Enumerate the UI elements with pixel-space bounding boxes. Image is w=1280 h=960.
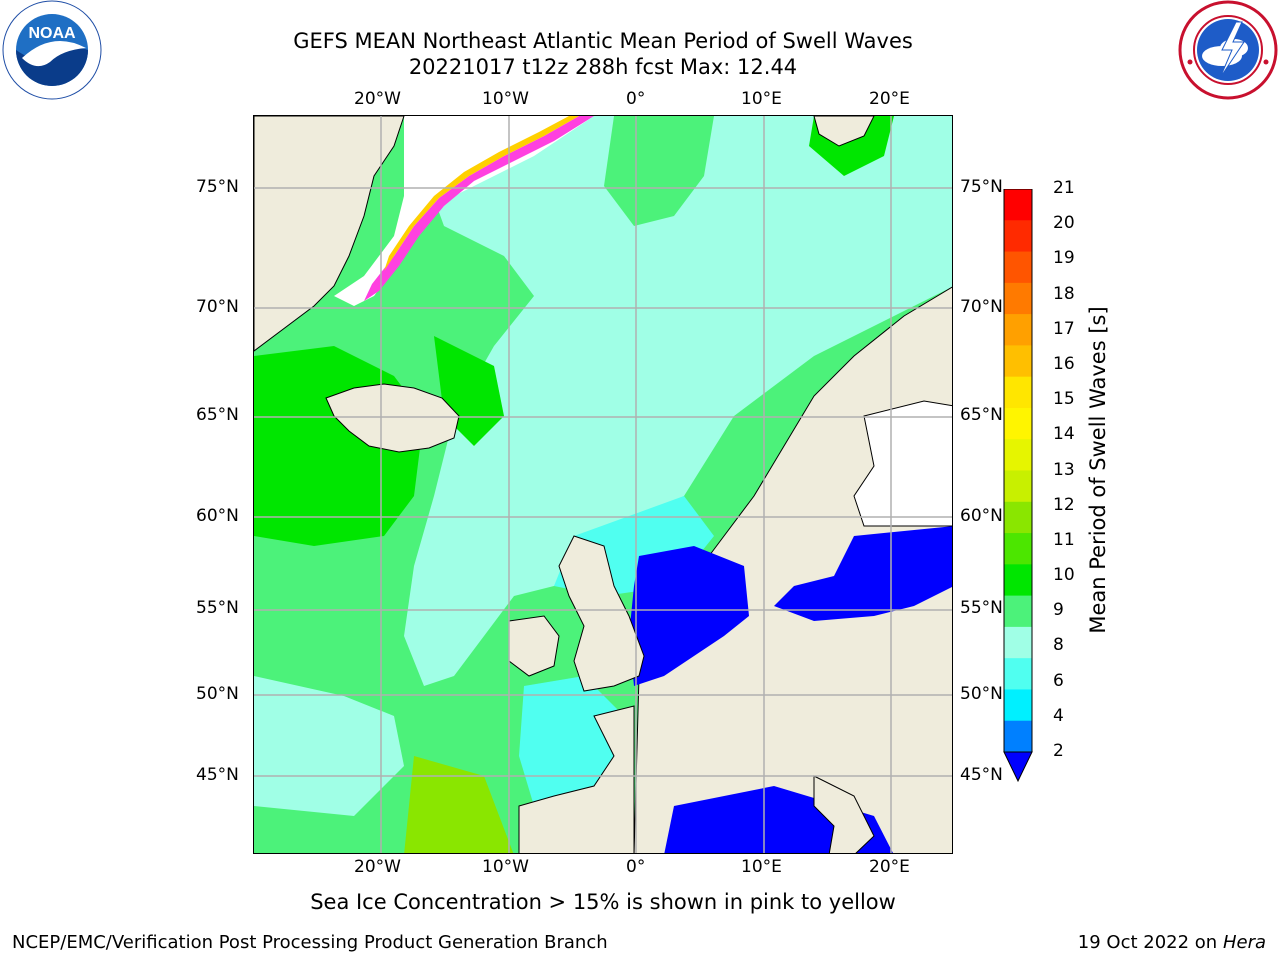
colorbar-tick-label: 4: [1053, 705, 1064, 726]
colorbar-swatch: [1004, 658, 1032, 690]
colorbar-frame: [1003, 188, 1033, 753]
colorbar-tick-label: 19: [1053, 248, 1075, 269]
lon-label-top-20e: 20°E: [869, 89, 910, 109]
colorbar-tick-label: 14: [1053, 424, 1075, 445]
colorbar-swatch: [1004, 470, 1032, 503]
colorbar-tick-label: 13: [1053, 459, 1075, 480]
colorbar-swatch: [1004, 282, 1032, 315]
gulf-of-bothnia-missing: [853, 400, 952, 527]
generation-date-credit: 19 Oct 2022 on Hera: [1078, 932, 1266, 953]
lat-label-right-50n: 50°N: [960, 684, 1003, 704]
greenland-land: [254, 116, 405, 352]
colorbar-under-triangle: [1003, 751, 1033, 783]
map-subtitle: 20221017 t12z 288h fcst Max: 12.44: [408, 55, 798, 79]
map-title: GEFS MEAN Northeast Atlantic Mean Period…: [293, 29, 913, 53]
lat-label-left-60n: 60°N: [196, 506, 239, 526]
swell-period-map: [253, 115, 953, 854]
nws-logo: [1178, 0, 1278, 100]
colorbar-tick-label: 9: [1053, 600, 1064, 621]
colorbar-swatch: [1004, 314, 1032, 346]
lon-label-top-0: 0°: [626, 89, 646, 109]
colorbar-swatch: [1004, 251, 1032, 284]
colorbar-tick-label: 2: [1053, 741, 1064, 761]
colorbar-tick-label: 15: [1053, 389, 1075, 410]
lat-label-right-60n: 60°N: [960, 506, 1003, 526]
colorbar-tick-label: 8: [1053, 635, 1064, 656]
lon-label-top-10e: 10°E: [741, 89, 782, 109]
ocean-field-8-9s: [404, 116, 952, 686]
lat-label-left-55n: 55°N: [196, 598, 239, 618]
noaa-logo-text: NOAA: [28, 25, 76, 42]
colorbar-tick-label: 12: [1053, 494, 1075, 515]
colorbar-tick-label: 11: [1053, 529, 1075, 550]
colorbar-tick-label: 20: [1053, 213, 1075, 234]
colorbar-swatch: [1004, 720, 1032, 753]
lon-label-bottom-10w: 10°W: [482, 857, 529, 877]
colorbar-swatch: [1004, 626, 1032, 659]
lat-label-right-70n: 70°N: [960, 297, 1003, 317]
ocean-field-11-12s-south: [404, 756, 514, 853]
colorbar-swatch: [1004, 345, 1032, 378]
ocean-field-biscay: [519, 676, 624, 806]
iceland-land: [325, 383, 460, 453]
ocean-field-8-9s-southwest: [254, 676, 404, 816]
lat-label-left-65n: 65°N: [196, 405, 239, 425]
generation-date: 19 Oct 2022 on: [1077, 932, 1223, 953]
lat-label-left-70n: 70°N: [196, 297, 239, 317]
svalbard-land: [813, 116, 875, 147]
sea-ice-footnote: Sea Ice Concentration > 15% is shown in …: [310, 890, 896, 914]
lat-label-right-65n: 65°N: [960, 405, 1003, 425]
lat-label-right-75n: 75°N: [960, 177, 1003, 197]
lat-label-left-75n: 75°N: [196, 177, 239, 197]
baltic-sea: [774, 526, 952, 621]
lon-label-top-20w: 20°W: [354, 89, 401, 109]
colorbar-swatch: [1004, 595, 1032, 628]
colorbar-swatch: [1004, 407, 1032, 440]
lon-label-bottom-10e: 10°E: [741, 857, 782, 877]
italy-land: [813, 775, 875, 853]
colorbar-tick-label: 21: [1053, 178, 1075, 198]
colorbar-swatch: [1004, 501, 1032, 534]
colorbar: [1003, 188, 1035, 787]
colorbar-swatch: [1004, 533, 1032, 565]
colorbar-swatch: [1004, 439, 1032, 471]
lat-label-right-55n: 55°N: [960, 598, 1003, 618]
colorbar-tick-label: 6: [1053, 670, 1064, 691]
colorbar-tick-label: 16: [1053, 353, 1075, 374]
colorbar-tick-label: 18: [1053, 283, 1075, 304]
iberia-france-land: [518, 705, 635, 853]
producer-credit: NCEP/EMC/Verification Post Processing Pr…: [12, 932, 608, 953]
lon-label-bottom-0: 0°: [626, 857, 646, 877]
colorbar-swatch: [1004, 689, 1032, 722]
lat-label-left-45n: 45°N: [196, 765, 239, 785]
lat-label-left-50n: 50°N: [196, 684, 239, 704]
great-britain-land: [558, 535, 645, 692]
colorbar-swatch: [1004, 564, 1032, 597]
lon-label-bottom-20e: 20°E: [869, 857, 910, 877]
lat-label-right-45n: 45°N: [960, 765, 1003, 785]
colorbar-swatch: [1004, 376, 1032, 409]
colorbar-tick-label: 10: [1053, 565, 1075, 586]
colorbar-swatches: [1003, 188, 1033, 783]
noaa-logo: NOAA: [2, 0, 102, 100]
colorbar-swatch: [1004, 220, 1032, 253]
colorbar-swatch: [1004, 189, 1032, 221]
lon-label-top-10w: 10°W: [482, 89, 529, 109]
colorbar-title: Mean Period of Swell Waves [s]: [1086, 306, 1110, 634]
graticule: [254, 116, 952, 853]
north-sea: [629, 546, 749, 686]
ocean-field-9-10s-north: [604, 116, 714, 226]
colorbar-tick-label: 17: [1053, 318, 1075, 339]
machine-name: Hera: [1222, 932, 1266, 953]
lon-label-bottom-20w: 20°W: [354, 857, 401, 877]
map-canvas: [254, 116, 952, 853]
